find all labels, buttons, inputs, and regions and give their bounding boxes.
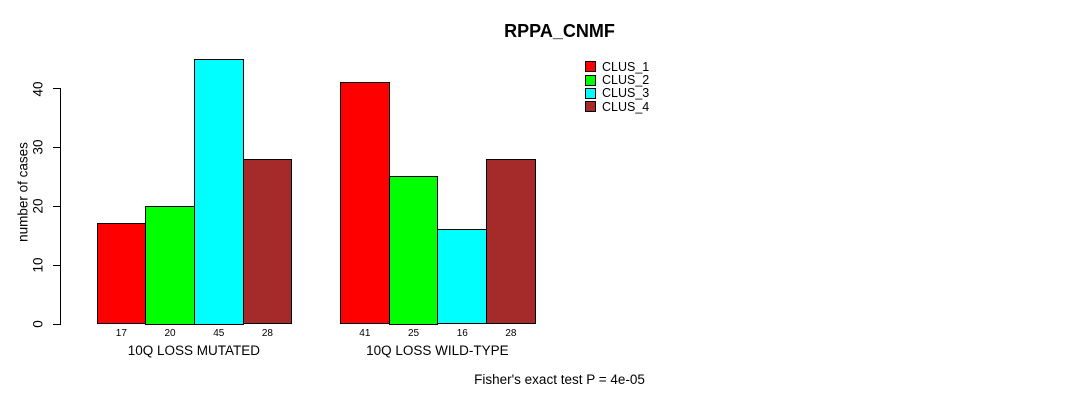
bar-value-label: 16 [456,328,468,339]
legend-row-clus_2: CLUS_2 [585,73,650,88]
y-tick-label: 30 [30,139,46,155]
legend-label: CLUS_2 [602,73,650,88]
bar-clus_2-group1 [145,205,195,325]
y-tick-mark [52,88,60,89]
legend-label: CLUS_1 [602,59,650,74]
legend-swatch-icon [585,61,596,73]
bar-value-label: 20 [164,328,176,339]
y-tick-label: 10 [30,257,46,273]
legend-label: CLUS_4 [602,99,650,114]
fisher-annotation: Fisher's exact test P = 4e-05 [474,372,645,387]
bar-clus_3-group1 [193,58,244,325]
legend-row-clus_1: CLUS_1 [585,59,650,74]
bar-clus_1-group1 [96,223,147,325]
legend: CLUS_1 CLUS_2 CLUS_3 CLUS_4 [585,60,649,114]
y-tick-mark [52,323,60,325]
legend-label: CLUS_3 [602,86,650,101]
bar-clus_4-group1 [242,158,293,325]
bar-value-label: 28 [505,328,517,339]
legend-row-clus_4: CLUS_4 [585,99,650,114]
y-tick-label: 20 [30,198,46,214]
bar-value-label: 28 [261,328,273,339]
group-label: 10Q LOSS WILD-TYPE [366,343,509,358]
bar-clus_3-group2 [437,229,488,325]
legend-row-clus_3: CLUS_3 [585,86,650,101]
y-tick-mark [52,264,60,266]
legend-swatch-icon [585,74,596,86]
y-tick-label: 40 [30,80,46,97]
y-tick-mark [52,146,60,148]
bar-clus_4-group2 [486,158,536,325]
bar-clus_2-group2 [388,176,439,325]
legend-swatch-icon [585,101,596,113]
y-axis-label: number of cases [15,142,31,242]
bar-value-label: 41 [359,328,371,339]
bar-value-label: 45 [213,328,225,339]
y-tick-label: 0 [30,320,46,328]
bar-clus_1-group2 [340,82,390,325]
bar-value-label: 25 [407,328,420,339]
y-axis-line [59,88,61,325]
group-label: 10Q LOSS MUTATED [127,343,261,358]
bar-value-label: 17 [115,328,127,339]
legend-swatch-icon [585,87,596,99]
y-tick-mark [52,205,60,207]
chart-title: RPPA_CNMF [504,21,615,41]
